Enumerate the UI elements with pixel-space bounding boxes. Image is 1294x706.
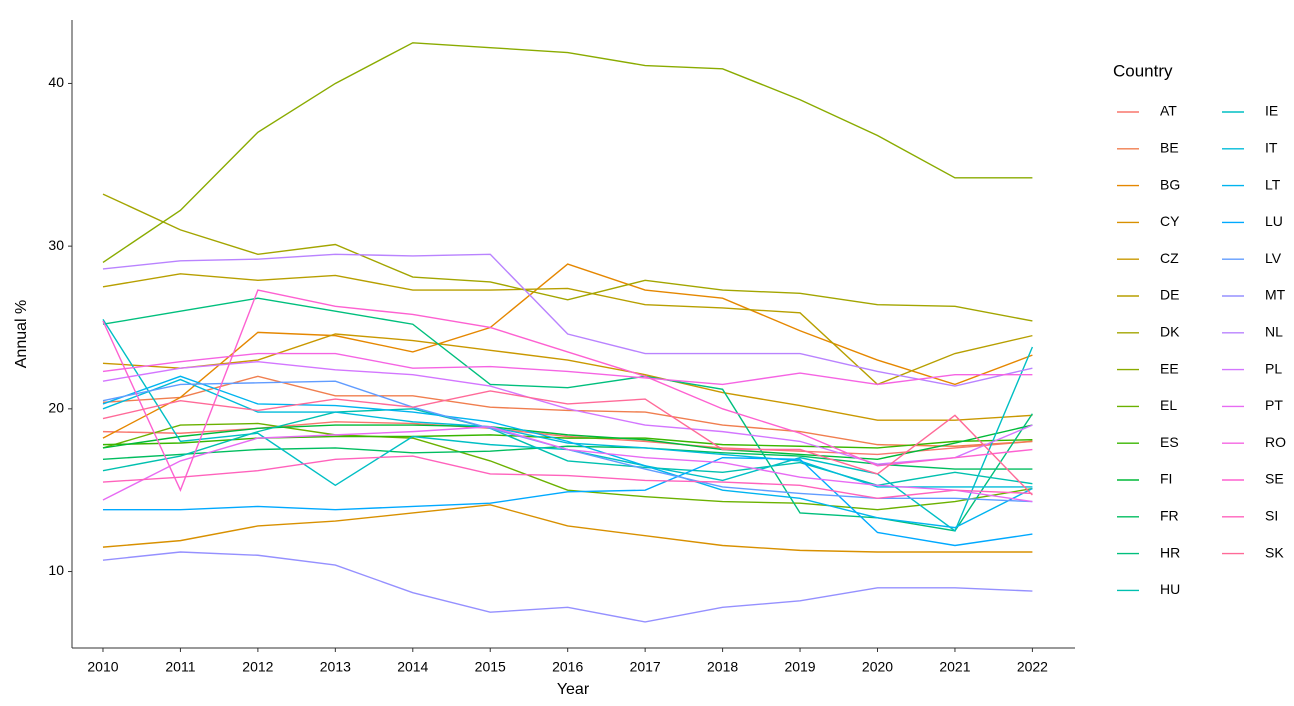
legend-label: HR	[1160, 544, 1180, 560]
legend-label: SK	[1265, 544, 1284, 560]
legend-label: PL	[1265, 360, 1282, 376]
legend-label: MT	[1265, 287, 1286, 303]
series-line	[102, 375, 1033, 529]
series-line	[102, 422, 1033, 511]
series-line	[102, 263, 1033, 439]
series-line	[102, 352, 1033, 386]
legend-label: EL	[1160, 397, 1177, 413]
legend-label: PT	[1265, 397, 1283, 413]
x-tick-label: 2015	[475, 659, 506, 675]
legend-label: LU	[1265, 213, 1283, 229]
x-tick-label: 2010	[87, 659, 118, 675]
x-tick-label: 2022	[1017, 659, 1048, 675]
legend-label: SI	[1265, 508, 1278, 524]
y-tick-label: 40	[48, 74, 64, 90]
legend-label: LV	[1265, 250, 1282, 266]
y-tick-label: 30	[48, 237, 64, 253]
series-line	[102, 426, 1033, 503]
legend-label: RO	[1265, 434, 1286, 450]
legend-label: BE	[1160, 140, 1179, 156]
legend-label: CY	[1160, 213, 1180, 229]
legend-label: FR	[1160, 508, 1179, 524]
x-tick-label: 2016	[552, 659, 583, 675]
legend-label: HU	[1160, 581, 1180, 597]
legend-label: IT	[1265, 140, 1278, 156]
legend-label: BG	[1160, 176, 1180, 192]
x-tick-label: 2019	[784, 659, 815, 675]
series-line	[102, 253, 1033, 387]
x-tick-label: 2012	[242, 659, 273, 675]
x-tick-label: 2014	[397, 659, 428, 675]
legend-label: ES	[1160, 434, 1179, 450]
series-line	[102, 424, 1033, 460]
legend-label: CZ	[1160, 250, 1179, 266]
legend-title: Country	[1113, 61, 1173, 80]
series-line	[102, 378, 1033, 488]
x-tick-label: 2011	[165, 659, 195, 675]
legend-label: NL	[1265, 324, 1283, 340]
legend-label: SE	[1265, 471, 1284, 487]
series-line	[102, 456, 1033, 547]
legend-label: LT	[1265, 176, 1281, 192]
series-line	[102, 333, 1033, 421]
series-line	[102, 504, 1033, 553]
x-tick-label: 2013	[320, 659, 351, 675]
series-line	[102, 318, 1034, 532]
series-line	[102, 551, 1033, 623]
series-line	[102, 455, 1033, 500]
series-line	[102, 390, 1033, 496]
y-tick-label: 20	[48, 400, 64, 416]
x-tick-label: 2020	[862, 659, 893, 675]
legend-label: AT	[1160, 103, 1177, 119]
legend-label: IE	[1265, 103, 1278, 119]
series-line	[102, 42, 1033, 263]
y-tick-label: 10	[48, 562, 64, 578]
legend-label: DE	[1160, 287, 1179, 303]
series-line	[102, 193, 1033, 322]
legend-label: EE	[1160, 360, 1179, 376]
series-line	[102, 289, 1033, 492]
x-axis-title: Year	[557, 681, 590, 698]
y-axis-title: Annual %	[13, 300, 30, 369]
legend-label: FI	[1160, 471, 1172, 487]
x-tick-label: 2021	[939, 659, 970, 675]
x-tick-label: 2018	[707, 659, 738, 675]
x-tick-label: 2017	[630, 659, 661, 675]
series-line	[102, 360, 1033, 465]
legend-label: DK	[1160, 324, 1180, 340]
series-line	[102, 375, 1033, 447]
